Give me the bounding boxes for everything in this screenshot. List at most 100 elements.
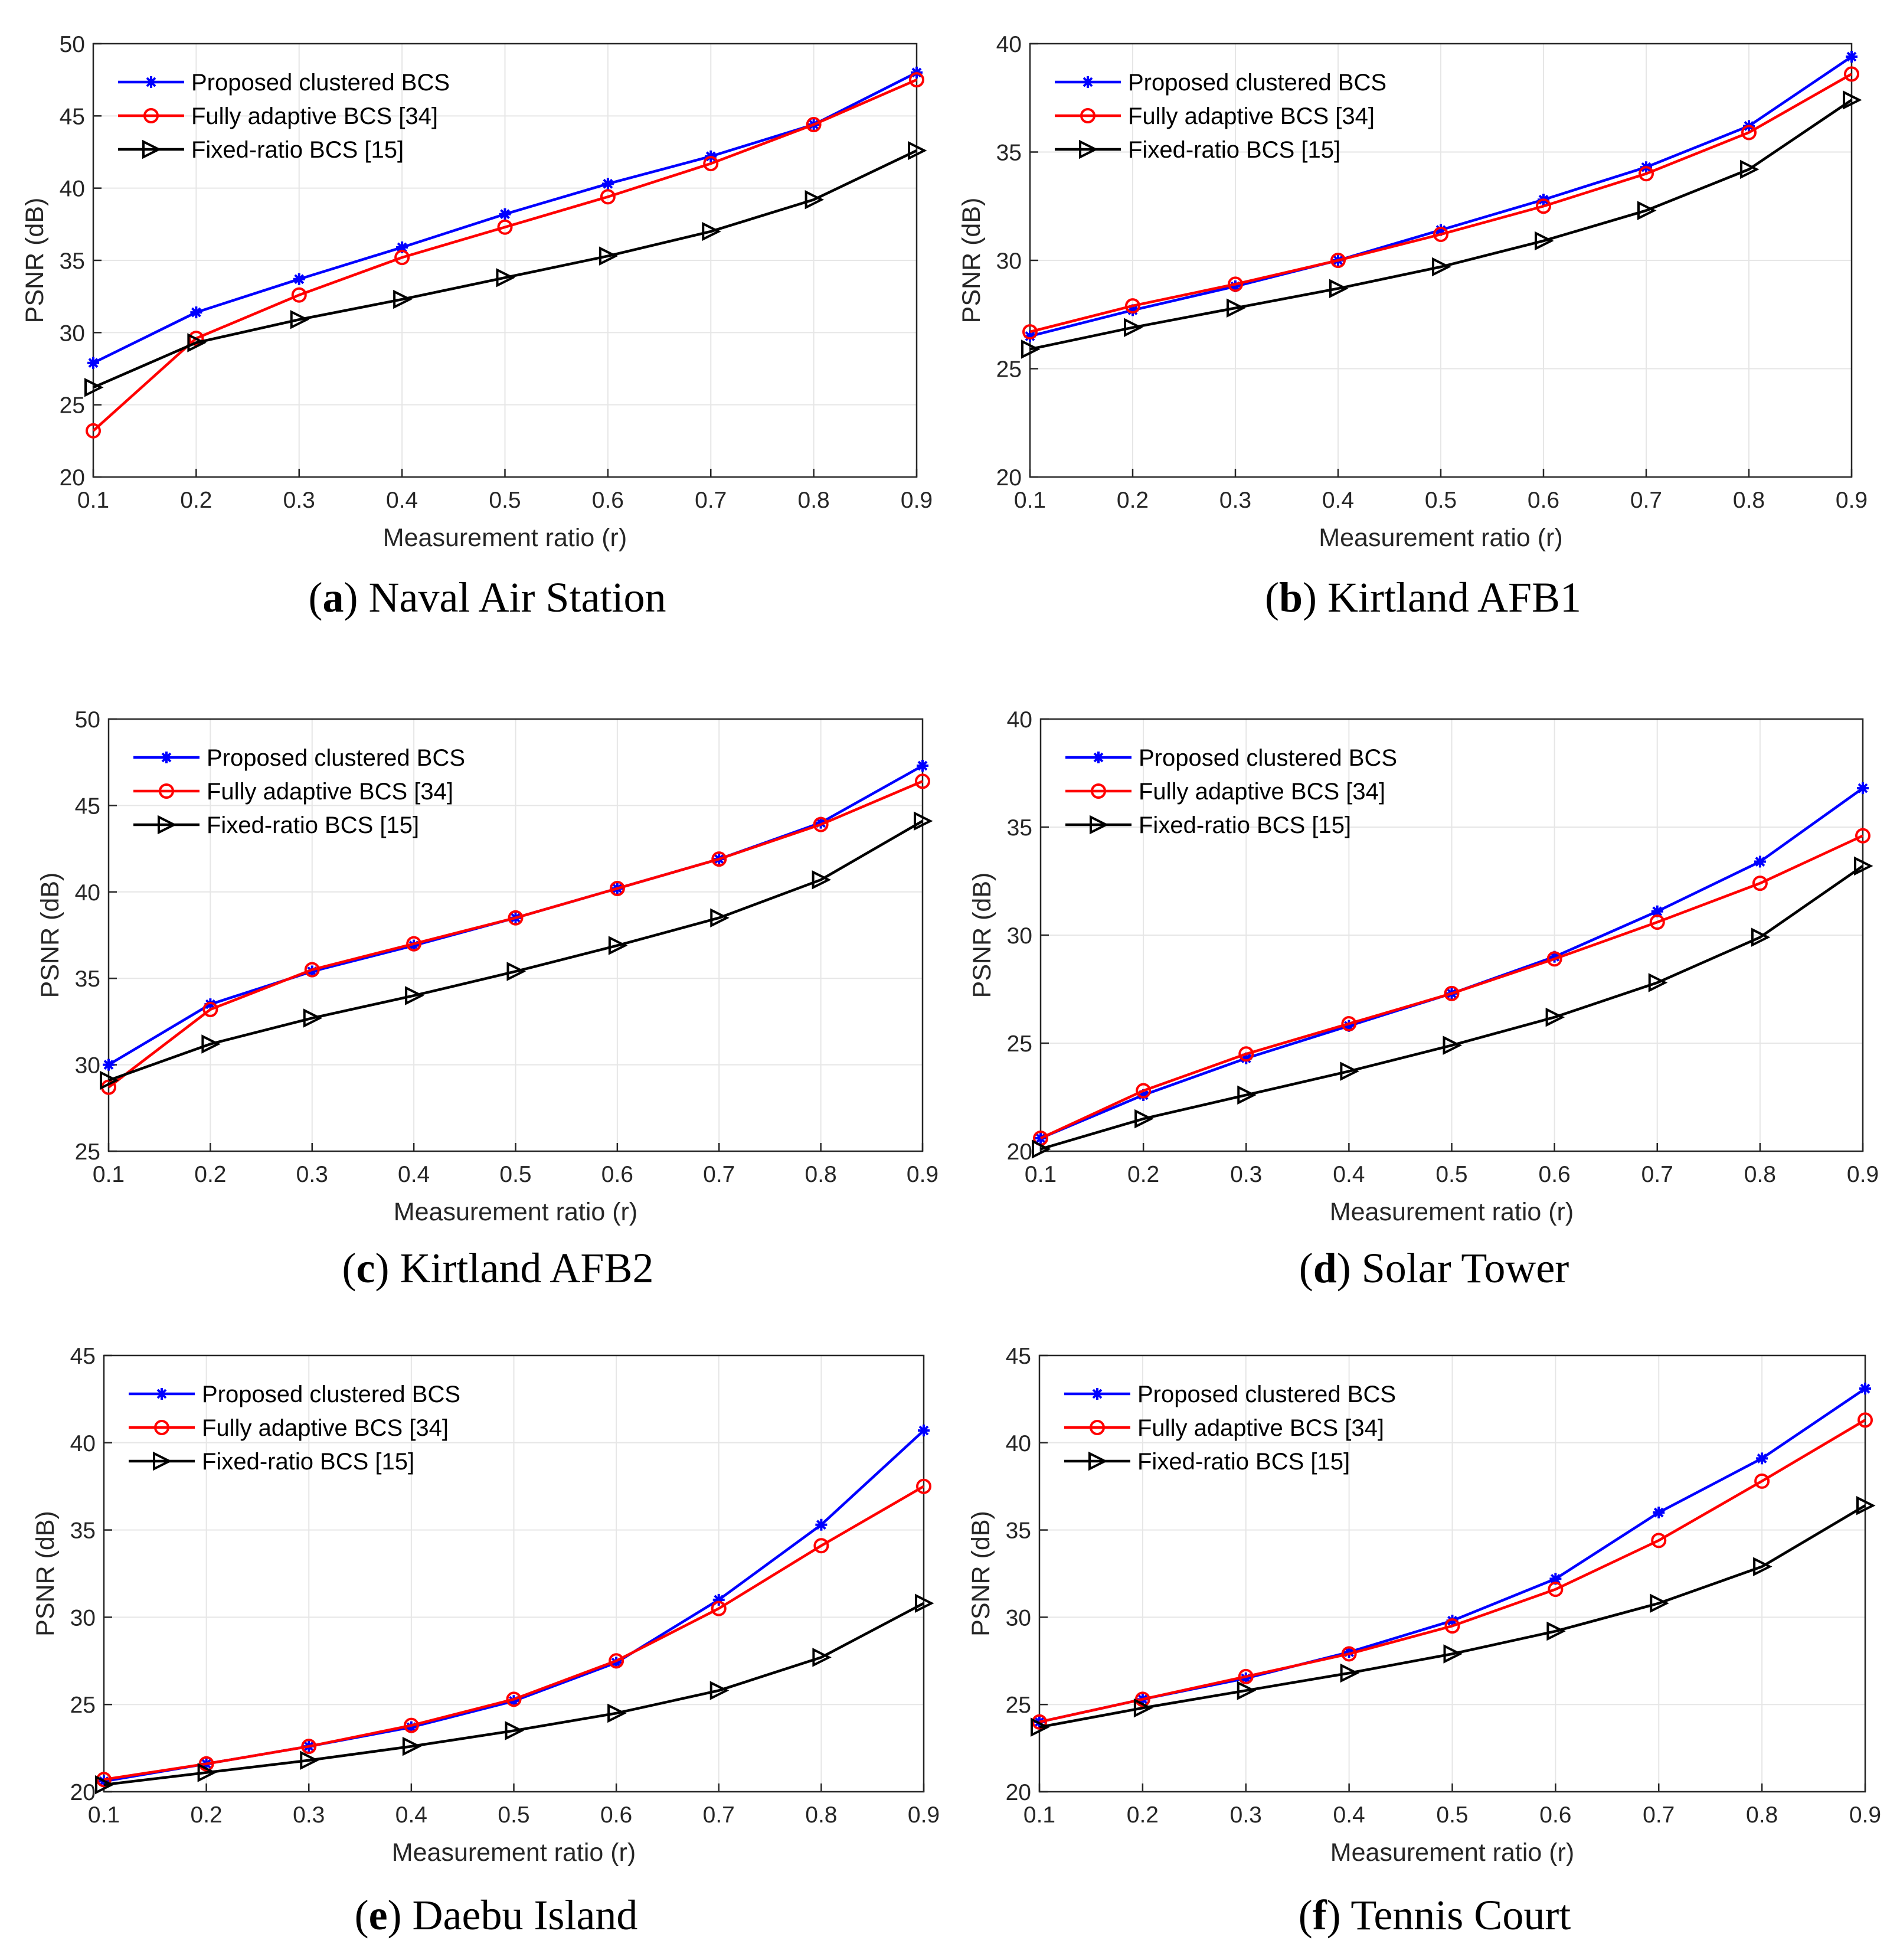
data-point (709, 1681, 730, 1700)
data-point (1228, 276, 1243, 292)
x-tick-label: 0.5 (499, 1162, 531, 1187)
series-line (93, 149, 917, 389)
x-tick-label: 0.1 (1023, 1802, 1055, 1828)
caption-letter: f (1313, 1892, 1327, 1939)
y-tick-label: 45 (1006, 1344, 1031, 1369)
data-point (405, 1721, 417, 1733)
y-tick-label: 25 (75, 1139, 100, 1165)
x-tick-label: 0.2 (1127, 1802, 1159, 1828)
x-tick-label: 0.5 (489, 488, 521, 513)
data-point (1650, 1593, 1669, 1613)
data-point (608, 936, 628, 955)
legend-marker (1090, 1420, 1105, 1435)
caption-title: Naval Air Station (369, 574, 666, 621)
series-line (1029, 99, 1853, 351)
x-tick-label: 0.6 (1539, 1802, 1571, 1828)
y-tick-label: 35 (1006, 1518, 1031, 1544)
data-point (1855, 828, 1870, 844)
panel-caption: (b) Kirtland AFB1 (1265, 574, 1581, 621)
legend-label: Fixed-ratio BCS [15] (1128, 137, 1340, 163)
legend-marker (159, 783, 174, 799)
x-tick-label: 0.6 (592, 488, 624, 513)
data-point (1227, 298, 1246, 318)
x-tick-label: 0.5 (1425, 488, 1457, 513)
series-line (107, 780, 923, 1089)
legend: Proposed clustered BCS Fully adaptive BCS… (1065, 745, 1397, 838)
legend-label: Proposed clustered BCS (1128, 70, 1386, 96)
data-point (1648, 973, 1668, 992)
data-point (1341, 1016, 1357, 1032)
data-point (1844, 66, 1859, 82)
caption-paren-open: ( (1299, 1892, 1313, 1939)
x-tick-label: 0.3 (1230, 1802, 1262, 1828)
data-point (499, 208, 511, 220)
legend-label: Fully adaptive BCS [34] (1137, 1415, 1384, 1441)
x-axis-label: Measurement ratio (r) (383, 524, 627, 552)
data-point (1330, 253, 1346, 268)
y-tick-label: 35 (996, 141, 1022, 166)
panel-caption: (f) Tennis Court (1299, 1892, 1571, 1939)
data-point (496, 268, 515, 288)
data-point (1754, 855, 1766, 868)
series-line (1040, 865, 1864, 1151)
data-point (702, 221, 721, 241)
chart-panel-b: 0.1 0.2 0.3 0.4 0.5 0.6 0.7 0.8 0.9 20 25 30 35 40 Mea… (957, 32, 1868, 621)
series-adaptive (86, 72, 924, 439)
data-point (1740, 159, 1760, 179)
data-point (508, 1695, 520, 1707)
x-tick-label: 0.6 (600, 1802, 632, 1828)
legend-marker (1080, 108, 1095, 123)
data-point (1124, 318, 1143, 338)
x-tick-label: 0.4 (398, 1162, 430, 1187)
x-axis-label: Measurement ratio (r) (392, 1838, 636, 1867)
data-point (815, 1518, 828, 1531)
panel-caption: (e) Daebu Island (355, 1892, 638, 1939)
caption-title: Kirtland AFB2 (400, 1244, 653, 1292)
legend-label: Fully adaptive BCS [34] (207, 779, 453, 805)
data-point (915, 1593, 934, 1613)
legend-marker (156, 1388, 168, 1400)
x-tick-label: 0.3 (1219, 488, 1251, 513)
x-tick-label: 0.3 (283, 488, 315, 513)
y-axis-label: PSNR (dB) (31, 1511, 60, 1636)
data-point (599, 246, 619, 266)
data-point (202, 1001, 218, 1017)
x-axis-label: Measurement ratio (r) (1330, 1838, 1574, 1867)
data-point (806, 117, 822, 133)
data-point (1653, 1507, 1665, 1519)
y-tick-label: 40 (1007, 707, 1032, 733)
data-point (306, 965, 318, 978)
y-tick-label: 50 (60, 32, 85, 57)
x-tick-label: 0.7 (695, 488, 727, 513)
legend-marker (1088, 1451, 1108, 1471)
caption-letter: e (369, 1892, 388, 1939)
chart-panel-c: 0.1 0.2 0.3 0.4 0.5 0.6 0.7 0.8 0.9 25 30 35 40 45 50 M… (36, 707, 938, 1292)
data-point (291, 287, 307, 303)
y-axis-label: PSNR (dB) (967, 1511, 995, 1636)
data-point (1432, 257, 1451, 277)
caption-paren-open: ( (1265, 574, 1279, 621)
data-point (1024, 330, 1036, 342)
x-tick-label: 0.6 (601, 1162, 633, 1187)
data-point (1240, 1672, 1252, 1684)
data-point (1753, 1557, 1773, 1576)
data-point (1741, 125, 1757, 141)
data-point (805, 190, 825, 210)
data-point (1751, 927, 1771, 947)
data-point (84, 378, 104, 397)
data-point (703, 156, 719, 172)
x-tick-label: 0.7 (703, 1162, 735, 1187)
data-point (506, 1691, 522, 1707)
caption-title: Tennis Court (1350, 1892, 1571, 1939)
legend-label: Fixed-ratio BCS [15] (1139, 812, 1351, 838)
x-tick-label: 0.1 (1025, 1162, 1057, 1187)
legend-label: Proposed clustered BCS (1139, 745, 1397, 771)
data-point (1843, 90, 1862, 110)
caption-letter: c (357, 1244, 375, 1292)
caption-title: Daebu Island (413, 1892, 638, 1939)
legend-marker (1090, 815, 1109, 835)
data-point (813, 816, 829, 832)
data-point (712, 1593, 725, 1606)
y-tick-label: 30 (1007, 923, 1032, 949)
data-point (1238, 1046, 1254, 1062)
